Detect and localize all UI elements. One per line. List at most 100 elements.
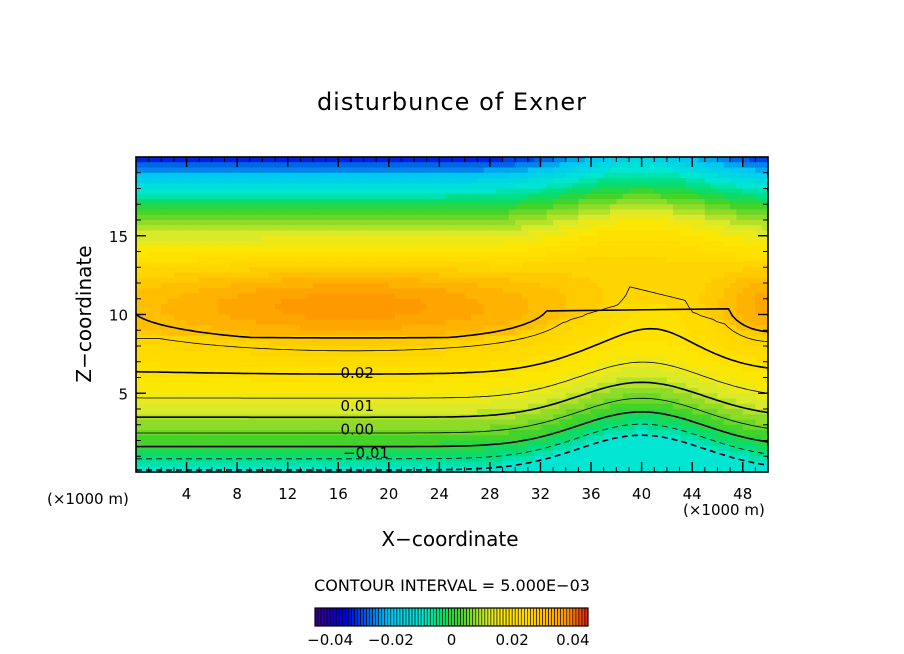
field-cell xyxy=(647,335,655,342)
field-cell xyxy=(363,267,371,274)
field-cell xyxy=(161,178,169,184)
field-cell xyxy=(154,398,162,405)
field-cell xyxy=(243,445,251,452)
field-cell xyxy=(363,183,371,190)
field-cell xyxy=(470,393,478,400)
field-cell xyxy=(142,435,150,442)
field-cell xyxy=(426,267,434,274)
field-cell xyxy=(635,356,643,363)
field-cell xyxy=(553,419,561,426)
field-cell xyxy=(338,330,346,337)
field-cell xyxy=(154,235,162,242)
field-cell xyxy=(489,461,497,468)
field-cell xyxy=(344,367,352,373)
field-cell xyxy=(312,451,320,457)
field-cell xyxy=(654,382,662,389)
field-cell xyxy=(578,209,586,216)
field-cell xyxy=(641,283,649,289)
field-cell xyxy=(186,377,194,384)
field-cell xyxy=(192,361,200,368)
field-cell xyxy=(154,340,162,347)
field-cell xyxy=(287,309,295,316)
field-cell xyxy=(464,440,472,447)
field-cell xyxy=(641,304,649,310)
field-cell xyxy=(199,403,207,410)
field-cell xyxy=(647,256,655,263)
field-cell xyxy=(470,183,478,190)
field-cell xyxy=(445,183,453,190)
field-cell xyxy=(616,178,624,184)
field-cell xyxy=(186,340,194,347)
field-cell xyxy=(268,256,276,263)
field-cell xyxy=(414,367,421,373)
field-cell xyxy=(161,356,169,363)
field-cell xyxy=(597,178,605,184)
field-cell xyxy=(489,388,497,394)
field-cell xyxy=(148,204,156,211)
field-cell xyxy=(641,251,649,258)
field-cell xyxy=(224,367,232,373)
field-cell xyxy=(338,372,346,379)
field-cell xyxy=(388,456,396,463)
field-cell xyxy=(616,440,624,447)
field-cell xyxy=(458,298,466,305)
field-cell xyxy=(546,220,554,226)
field-cell xyxy=(654,304,662,310)
field-cell xyxy=(268,351,276,358)
field-cell xyxy=(540,183,548,190)
field-cell xyxy=(458,199,466,205)
field-cell xyxy=(641,183,649,190)
field-cell xyxy=(452,304,459,310)
field-cell xyxy=(142,293,150,300)
field-cell xyxy=(407,225,415,232)
field-cell xyxy=(647,440,655,447)
field-cell xyxy=(211,319,219,326)
field-cell xyxy=(647,419,655,426)
field-cell xyxy=(249,445,257,452)
field-cell xyxy=(616,277,624,284)
field-cell xyxy=(312,214,320,221)
field-cell xyxy=(489,230,497,237)
field-cell xyxy=(395,367,403,373)
field-cell xyxy=(230,440,238,447)
field-cell xyxy=(470,466,478,473)
field-cell xyxy=(610,188,617,195)
field-cell xyxy=(414,340,421,347)
field-cell xyxy=(262,340,270,347)
field-cell xyxy=(654,193,662,200)
field-cell xyxy=(294,167,301,174)
field-cell xyxy=(591,377,598,384)
field-cell xyxy=(641,419,649,426)
field-cell xyxy=(395,267,403,274)
field-cell xyxy=(603,382,611,389)
field-cell xyxy=(237,183,245,190)
field-cell xyxy=(319,188,327,195)
field-cell xyxy=(445,272,453,279)
field-cell xyxy=(496,403,504,410)
field-cell xyxy=(306,435,314,442)
field-cell xyxy=(527,451,535,457)
field-cell xyxy=(534,262,542,268)
field-cell xyxy=(452,372,459,379)
field-cell xyxy=(211,199,219,205)
field-cell xyxy=(369,451,377,457)
field-cell xyxy=(136,267,143,274)
field-cell xyxy=(275,188,282,195)
field-cell xyxy=(224,256,232,263)
field-cell xyxy=(154,346,162,352)
field-cell xyxy=(477,183,485,190)
field-cell xyxy=(357,188,365,195)
field-cell xyxy=(641,325,649,331)
field-cell xyxy=(433,241,440,247)
field-cell xyxy=(591,235,598,242)
field-cell xyxy=(256,445,263,452)
field-cell xyxy=(508,377,516,384)
field-cell xyxy=(572,241,579,247)
field-cell xyxy=(622,414,630,421)
field-cell xyxy=(654,367,662,373)
field-cell xyxy=(546,335,554,342)
field-cell xyxy=(635,178,643,184)
field-cell xyxy=(597,414,605,421)
field-cell xyxy=(300,382,308,389)
field-cell xyxy=(275,298,282,305)
